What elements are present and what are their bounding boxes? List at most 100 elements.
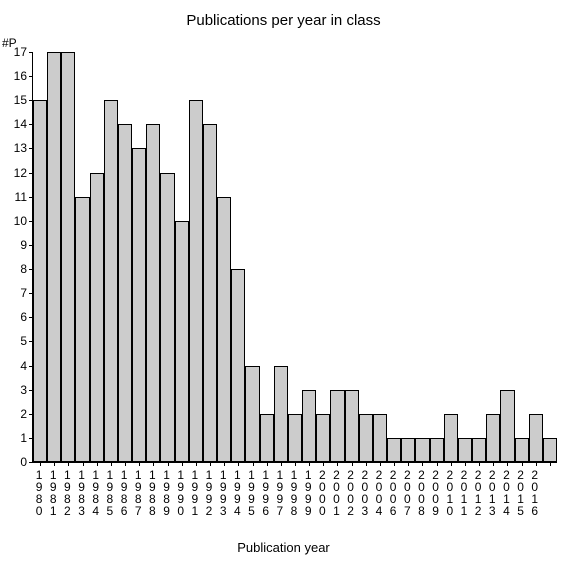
- y-tick-label: 15: [3, 93, 27, 107]
- x-tick: [40, 462, 41, 466]
- bar: [231, 269, 245, 462]
- bar: [274, 366, 288, 462]
- x-tick-label: 2007: [401, 468, 413, 516]
- x-tick-label: 2003: [359, 468, 371, 516]
- x-tick-label: 1995: [246, 468, 258, 516]
- x-tick-label: 2010: [444, 468, 456, 516]
- x-tick: [68, 462, 69, 466]
- bar: [288, 414, 302, 462]
- bar: [203, 124, 217, 462]
- bar: [175, 221, 189, 462]
- x-tick: [224, 462, 225, 466]
- x-tick: [83, 462, 84, 466]
- y-tick: [29, 52, 33, 53]
- x-tick: [210, 462, 211, 466]
- x-tick: [111, 462, 112, 466]
- x-tick: [139, 462, 140, 466]
- bar: [316, 414, 330, 462]
- x-tick: [337, 462, 338, 466]
- bar: [486, 414, 500, 462]
- x-tick: [550, 462, 551, 466]
- x-tick-label: 1996: [260, 468, 272, 516]
- x-tick: [408, 462, 409, 466]
- y-tick-label: 8: [3, 262, 27, 276]
- bar: [430, 438, 444, 462]
- x-tick: [125, 462, 126, 466]
- x-tick-label: 2016: [529, 468, 541, 516]
- x-tick: [323, 462, 324, 466]
- x-axis-label: Publication year: [0, 540, 567, 555]
- x-tick-label: 1984: [90, 468, 102, 516]
- y-tick-label: 4: [3, 359, 27, 373]
- bar: [415, 438, 429, 462]
- bar: [146, 124, 160, 462]
- y-tick-label: 9: [3, 238, 27, 252]
- bar: [75, 197, 89, 462]
- bar: [458, 438, 472, 462]
- x-tick: [238, 462, 239, 466]
- y-tick-label: 16: [3, 69, 27, 83]
- bar: [118, 124, 132, 462]
- x-tick-label: 1988: [146, 468, 158, 516]
- y-tick-label: 11: [3, 190, 27, 204]
- y-tick-label: 17: [3, 45, 27, 59]
- x-tick: [536, 462, 537, 466]
- bar: [330, 390, 344, 462]
- x-tick-label: 2004: [373, 468, 385, 516]
- x-tick: [493, 462, 494, 466]
- x-tick-label: 2015: [515, 468, 527, 516]
- x-tick-label: 1985: [104, 468, 116, 516]
- x-tick: [422, 462, 423, 466]
- x-tick-label: 1987: [132, 468, 144, 516]
- x-tick: [309, 462, 310, 466]
- x-tick: [196, 462, 197, 466]
- x-tick: [366, 462, 367, 466]
- bar: [472, 438, 486, 462]
- x-tick: [352, 462, 353, 466]
- x-tick-label: 1986: [118, 468, 130, 516]
- x-tick: [394, 462, 395, 466]
- x-tick-label: 2012: [472, 468, 484, 516]
- bar: [245, 366, 259, 462]
- x-tick: [281, 462, 282, 466]
- x-tick-label: 1994: [231, 468, 243, 516]
- chart-container: Publications per year in class #P 012345…: [0, 0, 567, 567]
- y-tick-label: 1: [3, 431, 27, 445]
- bar: [189, 100, 203, 462]
- y-tick-label: 0: [3, 455, 27, 469]
- bar: [47, 52, 61, 462]
- x-tick: [479, 462, 480, 466]
- bar: [90, 173, 104, 462]
- x-tick-label: 1998: [288, 468, 300, 516]
- x-tick: [253, 462, 254, 466]
- x-tick-label: 1980: [33, 468, 45, 516]
- y-tick: [29, 76, 33, 77]
- x-tick-label: 2014: [500, 468, 512, 516]
- y-tick-label: 5: [3, 334, 27, 348]
- x-tick: [295, 462, 296, 466]
- x-tick-label: 2006: [387, 468, 399, 516]
- x-tick: [153, 462, 154, 466]
- bar: [345, 390, 359, 462]
- y-tick-label: 3: [3, 383, 27, 397]
- y-tick: [29, 462, 33, 463]
- x-tick-label: 1997: [274, 468, 286, 516]
- x-tick: [267, 462, 268, 466]
- x-tick-label: 2000: [316, 468, 328, 516]
- x-tick: [97, 462, 98, 466]
- x-tick: [451, 462, 452, 466]
- x-tick-label: 2002: [345, 468, 357, 516]
- x-tick-label: 1993: [217, 468, 229, 516]
- bar: [401, 438, 415, 462]
- bar: [515, 438, 529, 462]
- y-tick-label: 7: [3, 286, 27, 300]
- bar: [61, 52, 75, 462]
- y-tick-label: 14: [3, 117, 27, 131]
- bar: [543, 438, 557, 462]
- x-tick: [168, 462, 169, 466]
- bar: [529, 414, 543, 462]
- x-tick: [182, 462, 183, 466]
- y-tick-label: 10: [3, 214, 27, 228]
- bar: [33, 100, 47, 462]
- bar: [260, 414, 274, 462]
